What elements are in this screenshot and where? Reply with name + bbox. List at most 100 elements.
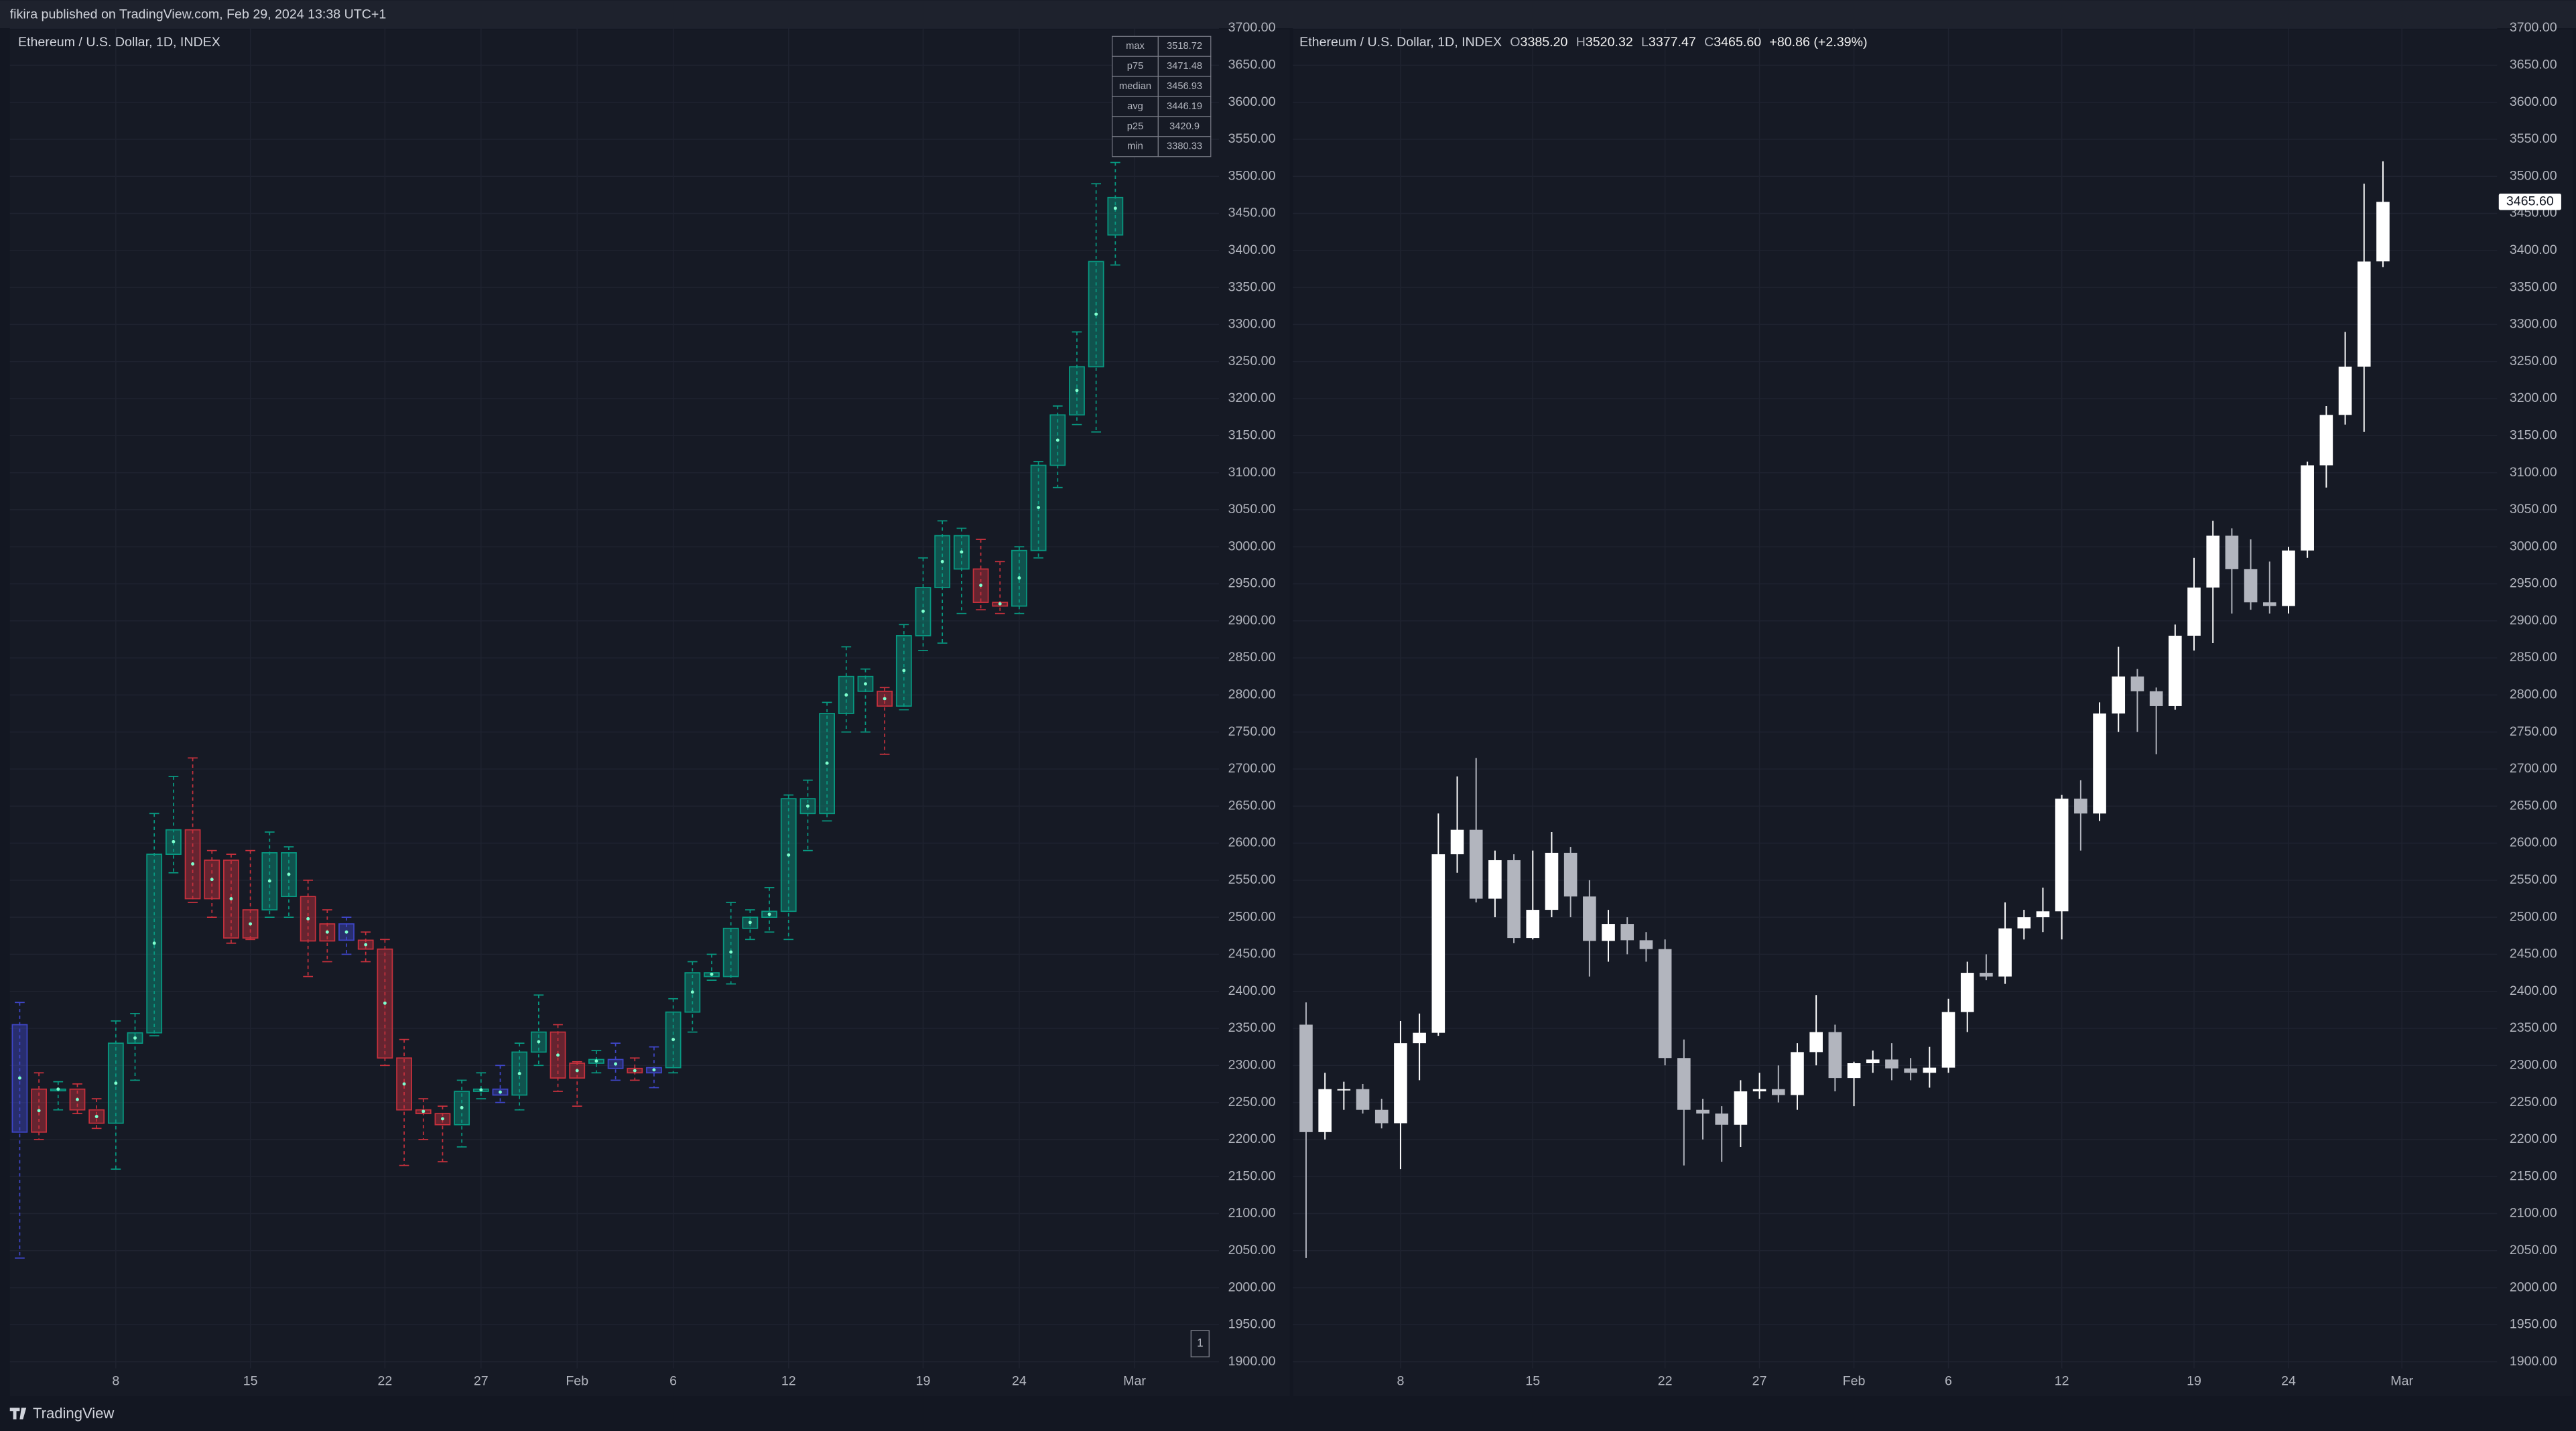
candle-body (1488, 860, 1502, 899)
median-dot (633, 1069, 637, 1073)
candle-body (1602, 924, 1615, 941)
y-tick-label: 1950.00 (1228, 1317, 1276, 1332)
y-tick-label: 2150.00 (2510, 1168, 2557, 1183)
stats-label-cell (1112, 136, 1159, 157)
candle-body (1677, 1058, 1691, 1110)
candle-body (2376, 202, 2390, 262)
candle-body (2244, 569, 2258, 603)
y-tick-label: 2050.00 (2510, 1243, 2557, 1257)
y-tick-label: 2500.00 (2510, 909, 2557, 924)
y-tick-label: 3150.00 (1228, 427, 1276, 442)
median-dot (575, 1069, 579, 1073)
candle-body (1620, 924, 1634, 941)
y-tick-label: 2400.00 (1228, 983, 1276, 998)
candle-body (1885, 1059, 1898, 1069)
y-tick-label: 2600.00 (1228, 835, 1276, 850)
y-tick-label: 2450.00 (1228, 947, 1276, 961)
y-tick-label: 1900.00 (2510, 1354, 2557, 1369)
y-tick-label: 2250.00 (1228, 1095, 1276, 1109)
candle-body (1337, 1089, 1351, 1091)
stats-value-cell (1157, 76, 1212, 97)
ohlc-value: 3377.47 (1649, 35, 1696, 50)
stats-value-cell (1157, 136, 1212, 157)
median-dot (556, 1053, 560, 1057)
y-tick-label: 1900.00 (1228, 1354, 1276, 1369)
median-dot (690, 990, 694, 994)
candle-body (1998, 928, 2012, 977)
candle-body (2036, 911, 2050, 918)
stats-value-cell (1157, 116, 1212, 137)
y-tick-label: 3000.00 (2510, 539, 2557, 553)
x-tick-label: 22 (1658, 1373, 1673, 1388)
candle-body (1299, 1024, 1313, 1132)
median-dot (806, 804, 810, 808)
y-tick-label: 2100.00 (1228, 1206, 1276, 1221)
candle-body (1715, 1113, 1729, 1125)
median-dot (748, 921, 752, 925)
candle-body (1752, 1089, 1766, 1092)
candle-body (1394, 1043, 1407, 1123)
candle-body (2093, 713, 2106, 814)
chart-title: Ethereum / U.S. Dollar, 1D, INDEX (18, 35, 220, 50)
y-tick-label: 2750.00 (2510, 724, 2557, 739)
y-tick-label: 3700.00 (2510, 20, 2557, 35)
y-tick-label: 3550.00 (2510, 131, 2557, 146)
last-price-tag (2498, 194, 2561, 210)
stats-value: 3420.9 (1169, 121, 1200, 132)
y-tick-label: 2900.00 (1228, 613, 1276, 628)
chart-title: Ethereum / U.S. Dollar, 1D, INDEX O3385.2… (1299, 35, 1867, 50)
x-tick-label: 6 (1945, 1373, 1952, 1388)
stats-label-cell (1112, 96, 1159, 117)
y-tick-label: 2000.00 (2510, 1280, 2557, 1294)
candle-body (2055, 799, 2069, 912)
top-bar (0, 0, 2576, 29)
ohlc-value: 3385.20 (1521, 35, 1568, 50)
y-tick-label: 2350.00 (1228, 1020, 1276, 1035)
ohlc-key: O (1510, 35, 1520, 50)
stats-label: median (1119, 81, 1151, 92)
median-dot (825, 761, 829, 765)
median-dot (440, 1117, 444, 1121)
candle-body (1450, 829, 1464, 855)
median-dot (537, 1040, 541, 1044)
right-pane (1293, 29, 2573, 1397)
logo (9, 1408, 27, 1420)
y-tick-label: 3050.00 (1228, 502, 1276, 517)
y-tick-label: 2800.00 (2510, 687, 2557, 702)
y-tick-label: 2850.00 (2510, 650, 2557, 665)
stats-label-cell (1112, 36, 1159, 57)
stats-label: avg (1127, 101, 1143, 112)
stats-value-cell (1157, 36, 1212, 57)
y-tick-label: 2100.00 (2510, 1206, 2557, 1221)
median-dot (902, 669, 906, 673)
y-tick-label: 2550.00 (2510, 872, 2557, 887)
candle-body (1923, 1067, 1937, 1073)
y-tick-label: 2000.00 (1228, 1280, 1276, 1294)
y-tick-label: 2950.00 (1228, 576, 1276, 591)
y-tick-label: 3000.00 (1228, 539, 1276, 553)
median-dot (594, 1059, 598, 1063)
candle-body (2357, 261, 2371, 367)
y-tick-label: 2600.00 (2510, 835, 2557, 850)
median-dot (191, 862, 195, 866)
median-dot (517, 1072, 521, 1075)
candle-body (2074, 799, 2087, 814)
median-dot (614, 1062, 618, 1066)
stats-label-cell (1112, 56, 1159, 77)
median-dot (210, 878, 214, 882)
candle-body (2319, 415, 2333, 466)
y-tick-label: 2950.00 (2510, 576, 2557, 591)
candle-body (1866, 1059, 1880, 1063)
x-tick-label: 12 (2055, 1373, 2069, 1388)
y-tick-label: 3350.00 (1228, 279, 1276, 294)
median-dot (998, 602, 1002, 606)
median-dot (306, 916, 310, 921)
median-dot (710, 972, 714, 976)
box (1107, 196, 1124, 236)
ohlc-value: 3465.60 (1714, 35, 1761, 50)
x-tick-label: 6 (669, 1373, 677, 1388)
candle-body (1545, 852, 1559, 910)
y-tick-label: 2400.00 (2510, 983, 2557, 998)
median-dot (325, 930, 329, 934)
